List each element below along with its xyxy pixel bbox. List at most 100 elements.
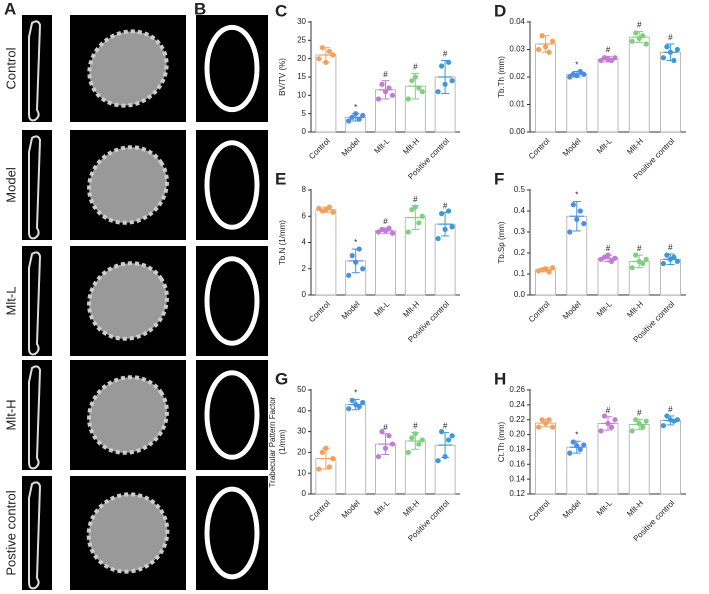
x-tick-label: Mlt-H (401, 498, 421, 518)
significance-mark: # (413, 422, 418, 431)
x-tick-label: Control (527, 299, 552, 324)
row-label: Mlt-H (3, 399, 18, 430)
data-point (581, 442, 587, 448)
y-tick-label: 0.20 (509, 430, 525, 439)
data-point (570, 439, 576, 445)
y-tick-label: 0 (302, 290, 307, 299)
significance-mark: # (443, 201, 448, 210)
x-tick-label: Mlt-L (595, 136, 614, 155)
panel-label: B (194, 0, 206, 18)
y-tick-label: 30 (297, 17, 306, 26)
bar (660, 420, 681, 495)
y-tick-label: 15 (297, 72, 306, 81)
bar (660, 51, 681, 133)
y-tick-label: 40 (297, 406, 306, 415)
significance-mark: # (637, 21, 642, 30)
data-point (416, 441, 422, 447)
y-tick-label: 8 (302, 185, 307, 194)
significance-mark: * (575, 430, 578, 439)
significance-mark: * (575, 191, 578, 200)
significance-mark: # (606, 45, 611, 54)
y-tick-label: 0.3 (514, 227, 526, 236)
data-point (671, 254, 677, 260)
data-point (419, 437, 425, 443)
data-point (435, 89, 441, 95)
bar (628, 424, 650, 495)
data-point (664, 44, 670, 50)
x-tick-label: Mlt-H (625, 136, 645, 156)
data-point (405, 449, 411, 455)
data-point (346, 272, 352, 278)
panel-label: D (494, 1, 506, 20)
data-point (577, 446, 583, 453)
x-tick-label: Mlt-H (401, 136, 421, 156)
data-point (326, 48, 332, 54)
cortical-ring (204, 370, 260, 460)
panel-label: F (494, 169, 504, 188)
bar (535, 43, 556, 133)
y-tick-label: 0 (302, 489, 307, 498)
significance-mark: # (606, 244, 611, 253)
significance-mark: # (383, 217, 388, 226)
data-point (674, 417, 681, 423)
bar (535, 269, 556, 296)
data-point (660, 260, 667, 267)
y-tick-label: 4 (302, 238, 307, 247)
data-point (536, 46, 542, 53)
data-point (550, 38, 556, 44)
data-point (379, 81, 385, 87)
bar (597, 257, 619, 296)
x-tick-label: Model (340, 498, 362, 520)
y-tick-label: 0.1 (514, 269, 526, 278)
significance-mark: # (637, 408, 642, 417)
significance-mark: # (668, 243, 673, 252)
y-tick-label: 0.04 (509, 17, 525, 26)
data-point (581, 221, 587, 227)
femur (28, 20, 42, 122)
y-axis-label: Ct.Th (mm) (497, 421, 506, 462)
data-point (608, 424, 615, 430)
data-point (435, 235, 441, 242)
bar (315, 209, 337, 296)
x-tick-label: Mlt-H (401, 299, 421, 319)
data-point (319, 449, 325, 455)
data-point (349, 397, 355, 403)
trabecular-bone (87, 145, 169, 225)
y-axis-label: BV/TV (%) (278, 58, 287, 96)
data-point (674, 46, 681, 53)
y-tick-label: 0.12 (509, 489, 525, 498)
bar (628, 36, 650, 133)
image-panels (22, 15, 268, 590)
y-axis-label: Tb.N (1/mm) (278, 220, 287, 265)
data-point (449, 78, 455, 84)
x-tick-label: Mlt-H (625, 299, 645, 319)
femur (28, 481, 42, 590)
y-tick-label: 0.16 (509, 459, 525, 468)
y-tick-label: 10 (297, 468, 306, 477)
data-point (640, 260, 646, 267)
significance-mark: * (575, 61, 578, 70)
data-point (446, 437, 452, 443)
data-point (389, 92, 396, 98)
panel-label: G (275, 369, 288, 388)
x-tick-label: Control (307, 498, 332, 523)
x-tick-label: Mlt-L (372, 498, 391, 517)
y-tick-label: 20 (297, 448, 306, 457)
data-point (536, 424, 542, 430)
significance-mark: # (606, 406, 611, 415)
data-point (326, 464, 332, 470)
data-point (375, 96, 382, 102)
y-tick-label: 0.02 (509, 72, 525, 81)
data-point (435, 458, 441, 464)
bar (535, 422, 556, 495)
panel-label: E (275, 169, 286, 188)
data-point (439, 211, 445, 217)
x-tick-label: Model (561, 498, 583, 520)
data-point (629, 265, 635, 271)
trabecular-bone (87, 261, 169, 341)
y-tick-label: 0.14 (509, 474, 525, 483)
significance-mark: # (383, 423, 388, 432)
cortical-ring (204, 24, 260, 113)
data-point (598, 428, 604, 434)
